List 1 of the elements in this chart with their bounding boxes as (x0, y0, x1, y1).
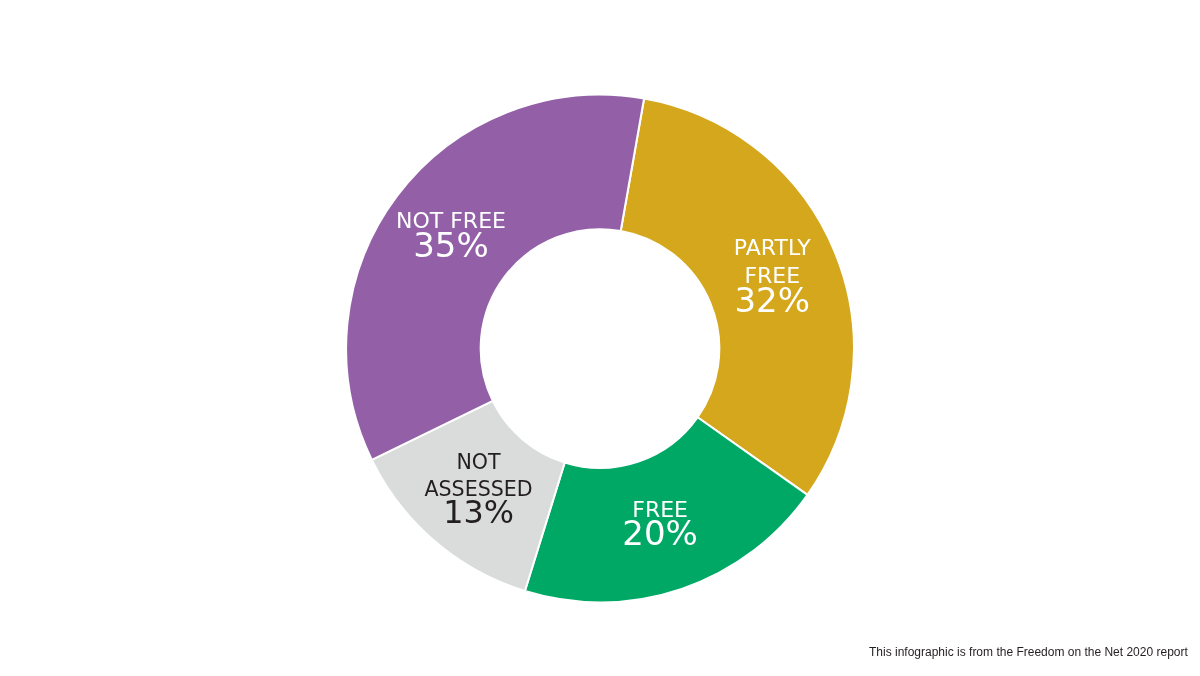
text: This infographic is from the Freedom on the Net 2020 report (869, 645, 1189, 659)
